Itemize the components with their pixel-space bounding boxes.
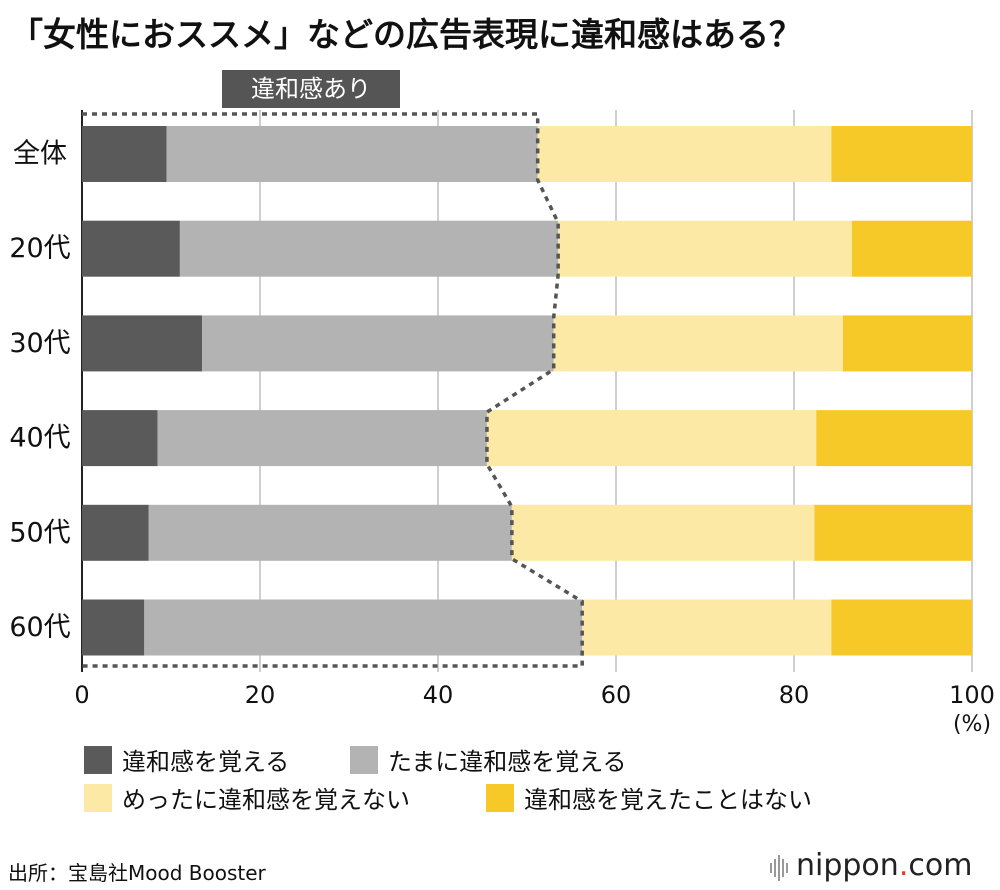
legend-item-2: たまに違和感を覚える <box>350 742 627 777</box>
bar-60代-series-2 <box>144 599 583 656</box>
category-label-40代: 40代 <box>9 423 70 454</box>
bar-20代-series-1 <box>82 220 180 277</box>
chart-title: 「女性におススメ」などの広告表現に違和感はある？ <box>10 15 802 54</box>
bar-60代-series-4 <box>831 599 972 656</box>
bar-30代-series-4 <box>842 315 972 372</box>
category-label-20代: 20代 <box>9 233 70 264</box>
annotation-label-box <box>222 70 400 108</box>
bar-60代-series-1 <box>82 599 145 656</box>
legend-swatch-3 <box>84 783 112 812</box>
logo-name: nippon <box>796 848 899 883</box>
legend-label-2: たまに違和感を覚える <box>388 748 627 776</box>
bar-60代-series-3 <box>582 599 832 656</box>
bar-全体-series-3 <box>537 126 832 182</box>
legend-item-1: 違和感を覚える <box>84 742 289 777</box>
legend-label-1: 違和感を覚える <box>122 748 290 776</box>
legend-swatch-2 <box>350 745 378 774</box>
bar-50代-series-1 <box>82 504 149 561</box>
bar-20代-series-3 <box>558 220 852 277</box>
stacked-bar-chart: 全体 20代 30代 40代 50代 60代 0 20 40 60 80 100 (%) 違和感あり <box>9 70 995 737</box>
bar-20代-series-4 <box>851 220 972 277</box>
x-tick-label-100: 100 <box>949 681 995 709</box>
bar-20代-series-2 <box>179 220 559 277</box>
bar-全体-series-1 <box>82 126 167 182</box>
source-note: 出所：宝島社Mood Booster <box>8 861 266 885</box>
logo-dot: . <box>898 848 909 883</box>
category-label-60代: 60代 <box>9 612 70 643</box>
x-tick-label-80: 80 <box>779 681 810 709</box>
bar-40代-series-4 <box>816 410 972 467</box>
logo-suffix: com <box>908 848 973 883</box>
x-tick-label-0: 0 <box>74 681 89 709</box>
bar-全体-series-4 <box>831 126 972 182</box>
x-tick-label-20: 20 <box>245 681 276 709</box>
bar-30代-series-2 <box>202 315 554 372</box>
bar-30代-series-3 <box>553 315 843 372</box>
category-label-30代: 30代 <box>9 328 70 359</box>
legend-swatch-1 <box>84 745 112 774</box>
bar-全体-series-2 <box>166 126 538 182</box>
nippon-logo: nippon.com <box>770 848 972 884</box>
agree-region-outline <box>82 112 584 668</box>
x-tick-label-40: 40 <box>423 681 454 709</box>
bar-40代-series-3 <box>486 410 817 467</box>
logo-bars-icon <box>770 849 790 884</box>
x-unit-label: (%) <box>953 712 991 737</box>
bar-30代-series-1 <box>82 315 203 372</box>
category-label-全体: 全体 <box>13 139 67 170</box>
legend-label-4: 違和感を覚えたことはない <box>524 786 812 814</box>
category-label-50代: 50代 <box>9 517 70 548</box>
bar-50代-series-3 <box>511 504 815 561</box>
legend-label-3: めったに違和感を覚えない <box>122 786 410 814</box>
bar-50代-series-4 <box>814 504 972 561</box>
bar-40代-series-2 <box>157 410 487 467</box>
legend-swatch-4 <box>486 783 514 812</box>
annotation-label: 違和感あり <box>251 75 371 103</box>
bar-50代-series-2 <box>148 504 512 561</box>
bar-40代-series-1 <box>82 410 158 467</box>
legend-item-4: 違和感を覚えたことはない <box>486 780 812 815</box>
legend-item-3: めったに違和感を覚えない <box>84 780 410 815</box>
x-tick-label-60: 60 <box>601 681 632 709</box>
